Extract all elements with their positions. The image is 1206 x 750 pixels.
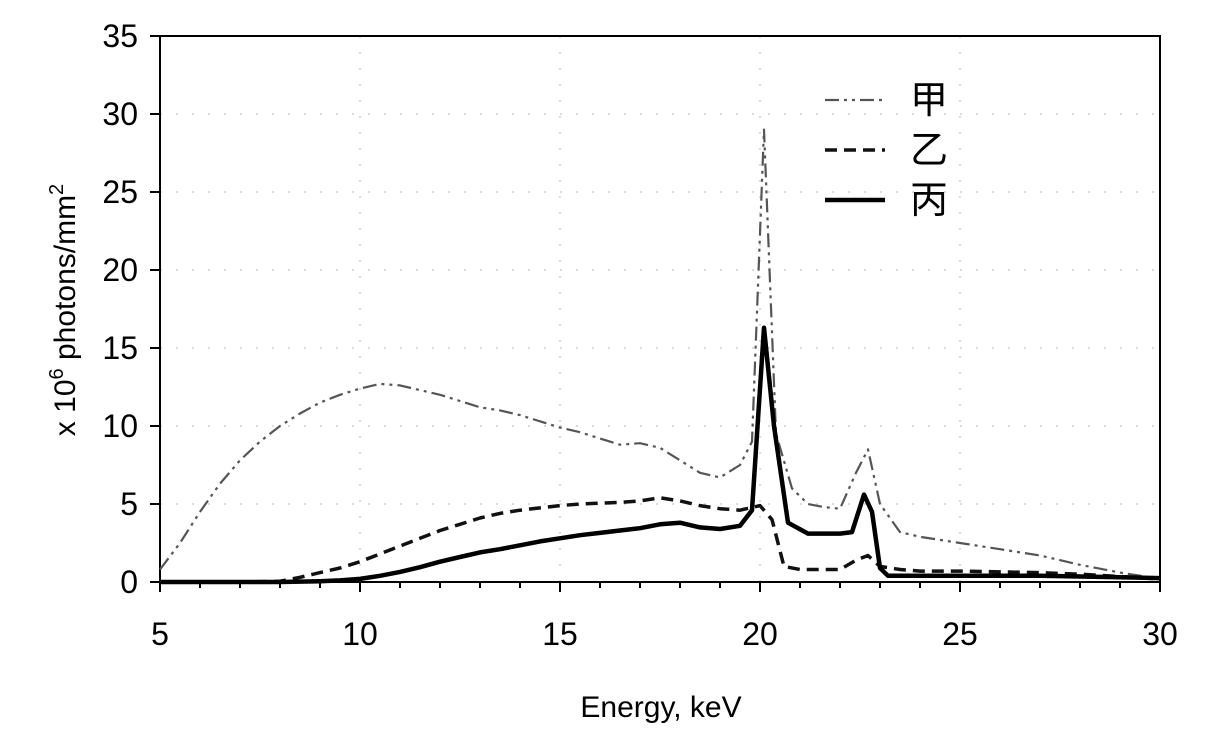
x-tick-label: 25: [942, 616, 978, 652]
plot-area-frame: [159, 35, 1161, 583]
y-axis-title-main: x 10: [49, 379, 82, 436]
y-axis-title-sup2: 2: [46, 184, 68, 195]
y-tick-label: 15: [102, 330, 138, 366]
y-tick-label: 25: [102, 174, 138, 210]
x-axis: 5 10 15 20 25 30: [151, 581, 1178, 652]
x-tick-label: 20: [742, 616, 778, 652]
y-tick-label: 35: [102, 18, 138, 54]
x-axis-title: Energy, keV: [580, 691, 741, 724]
y-tick-label: 5: [120, 486, 138, 522]
series-line-2: [160, 496, 1161, 584]
series-line-3: [160, 325, 1161, 585]
y-axis-title-mid: photons/mm: [49, 195, 82, 368]
x-tick-label: 15: [542, 616, 578, 652]
legend-label-1: 甲: [910, 78, 948, 122]
y-tick-label: 30: [102, 96, 138, 132]
x-tick-label: 30: [1142, 616, 1178, 652]
series-layer: [159, 128, 1161, 585]
legend: 甲乙丙: [825, 78, 948, 222]
series-line-1: [159, 128, 1161, 580]
legend-label-3: 丙: [910, 178, 948, 222]
x-tick-label: 10: [342, 616, 378, 652]
x-tick-label: 5: [151, 616, 169, 652]
y-tick-label: 20: [102, 252, 138, 288]
y-axis-title-sup1: 6: [46, 368, 68, 379]
grid: [160, 36, 1160, 582]
y-tick-label: 10: [102, 408, 138, 444]
y-tick-label: 0: [120, 564, 138, 600]
y-axis: 0 5 10 15 20 25 30 35: [102, 18, 160, 600]
legend-label-2: 乙: [910, 128, 948, 172]
y-axis-title: x 106 photons/mm2: [46, 184, 82, 436]
